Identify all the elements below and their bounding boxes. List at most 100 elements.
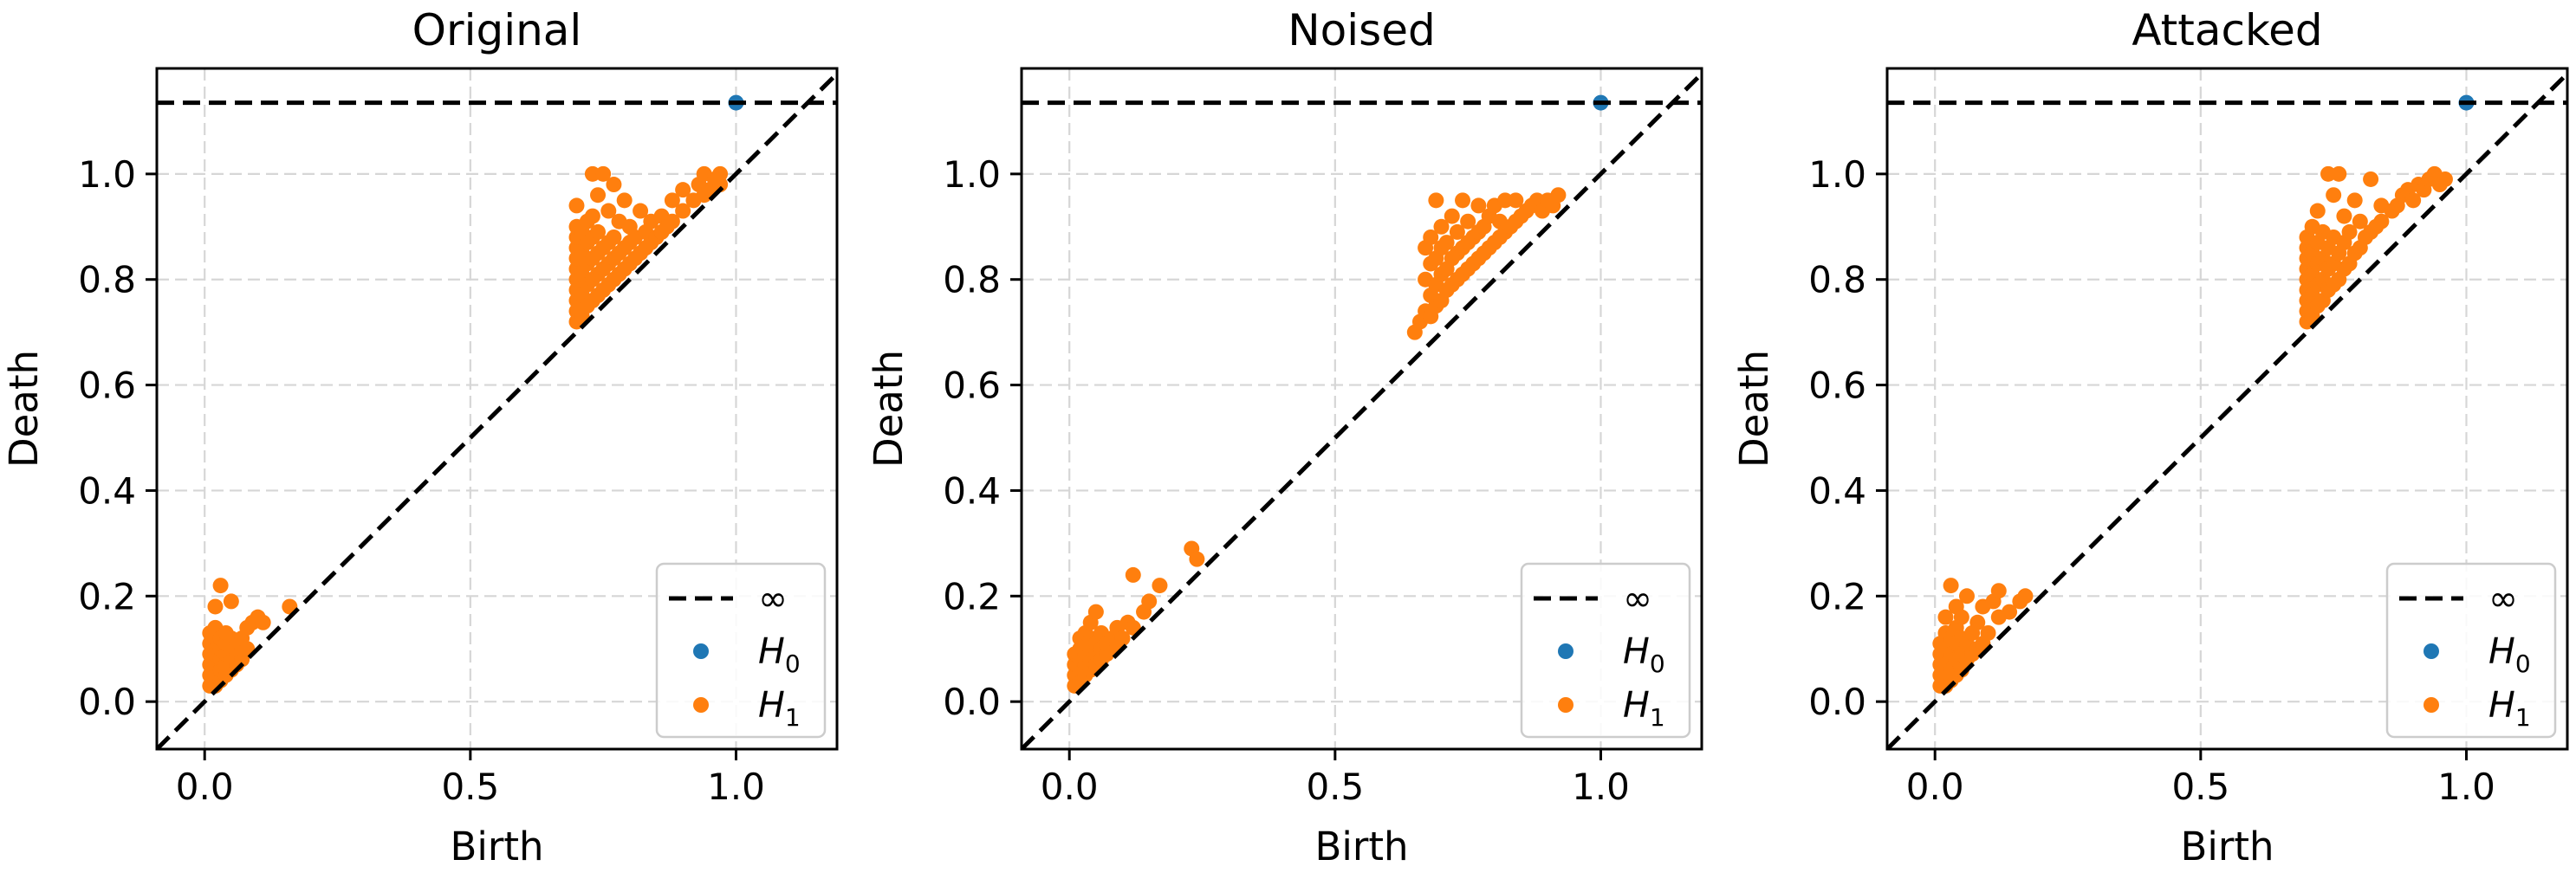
legend-box	[2385, 562, 2557, 739]
plot-area	[157, 70, 837, 749]
legend-label: H1	[1623, 684, 1665, 732]
h1-point	[664, 192, 680, 209]
h1-point	[1087, 604, 1104, 620]
h1-point	[675, 203, 691, 219]
h1-point	[600, 203, 617, 219]
legend: ∞ H0 H1	[2385, 562, 2557, 739]
h1-point	[595, 165, 612, 182]
legend-label: H1	[758, 684, 801, 732]
legend-label: ∞	[1623, 578, 1652, 619]
h1-point	[1125, 566, 1141, 583]
h1-point	[1958, 588, 1975, 604]
h1-point	[606, 229, 622, 245]
y-tick-label: 0.0	[78, 681, 136, 723]
h1-point	[2352, 213, 2368, 229]
plot-area	[1887, 70, 2567, 749]
h1-point	[1953, 609, 1969, 625]
circle-marker-icon	[2424, 643, 2439, 659]
y-axis-label: Death	[1731, 350, 1777, 468]
legend-label: ∞	[2488, 578, 2518, 619]
y-tick-label: 0.4	[78, 469, 136, 512]
y-tick-label: 0.8	[78, 259, 136, 301]
h1-point	[2341, 223, 2358, 240]
legend: ∞ H0 H1	[655, 562, 827, 739]
circle-marker-icon	[1558, 643, 1574, 659]
h1-point	[664, 213, 680, 229]
h1-point	[2331, 165, 2347, 182]
legend-box	[1520, 562, 1691, 739]
h1-point	[1937, 609, 1954, 625]
plot-area	[1022, 70, 1702, 749]
circle-marker-icon	[693, 643, 709, 659]
h1-point	[207, 598, 224, 615]
y-tick-label: 0.2	[943, 575, 1001, 617]
h1-point	[1433, 218, 1450, 235]
y-axis-label: Death	[1, 350, 47, 468]
h1-point	[1990, 609, 2007, 625]
x-tick-label: 0.5	[1306, 766, 1364, 808]
chart-panel-attacked: 0.0 0.5 1.0 0.0 0.2 0.4 0.6 0.8 1.0 Attacked Birth…	[1731, 5, 2569, 869]
x-tick-label: 0.0	[1041, 766, 1099, 808]
h1-point	[1189, 551, 1205, 567]
h1-point	[1470, 197, 1487, 214]
h1-point	[1449, 223, 1465, 240]
y-tick-label: 0.4	[943, 469, 1001, 512]
chart-title: Noised	[1288, 5, 1435, 55]
x-tick-label: 1.0	[2437, 766, 2495, 808]
x-axis-label: Birth	[2180, 824, 2274, 869]
x-axis-label: Birth	[450, 824, 543, 869]
h1-point	[212, 578, 229, 594]
h1-point	[1438, 235, 1455, 251]
h1-point	[606, 177, 622, 193]
h1-point	[2346, 192, 2363, 209]
h1-point	[1152, 578, 1168, 594]
x-tick-label: 0.5	[441, 766, 499, 808]
h1-point	[590, 223, 607, 240]
h1-point	[1444, 208, 1460, 224]
h1-point	[616, 192, 633, 209]
h1-point	[2436, 171, 2453, 187]
axes-frame	[1020, 67, 1703, 751]
h1-point	[1990, 583, 2007, 599]
h1-point	[2363, 171, 2379, 187]
x-tick-label: 0.5	[2171, 766, 2229, 808]
h1-point	[2017, 588, 2034, 604]
y-tick-label: 0.6	[943, 365, 1001, 407]
h1-point	[1980, 624, 1996, 641]
h1-point	[2405, 192, 2422, 209]
h1-point	[1508, 192, 1524, 209]
h1-point	[1455, 192, 1471, 209]
y-tick-label: 0.0	[1808, 681, 1866, 723]
x-tick-label: 0.0	[176, 766, 234, 808]
h1-point	[2309, 203, 2326, 219]
y-tick-label: 1.0	[943, 153, 1001, 196]
x-axis-label: Birth	[1314, 824, 1408, 869]
axes-frame	[1885, 67, 2569, 751]
y-tick-label: 1.0	[78, 153, 136, 196]
diagonal-line	[1022, 70, 1702, 749]
legend-label: H0	[1623, 630, 1665, 678]
h1-point	[675, 182, 691, 198]
circle-marker-icon	[1558, 697, 1574, 713]
h1-point	[1969, 614, 1986, 630]
h1-point	[1141, 593, 1158, 610]
legend-label: H0	[2488, 630, 2531, 678]
h1-point	[1114, 630, 1131, 647]
h1-point	[255, 614, 271, 630]
legend-label: H0	[758, 630, 801, 678]
h1-point	[1428, 192, 1444, 209]
h1-point	[584, 208, 600, 224]
circle-marker-icon	[693, 697, 709, 713]
diagonal-line	[157, 70, 837, 749]
h1-point	[1550, 187, 1567, 204]
y-axis-label: Death	[866, 350, 912, 468]
x-tick-label: 1.0	[1572, 766, 1630, 808]
chart-panel-noised: 0.0 0.5 1.0 0.0 0.2 0.4 0.6 0.8 1.0 Noised Birth De…	[866, 5, 1703, 869]
circle-marker-icon	[2424, 697, 2439, 713]
legend: ∞ H0 H1	[1520, 562, 1691, 739]
h1-point	[1943, 578, 1959, 594]
diagonal-line	[1887, 70, 2567, 749]
y-tick-label: 0.8	[1808, 259, 1866, 301]
chart-panel-original: 0.0 0.5 1.0 0.0 0.2 0.4 0.6 0.8 1.0 Original Birth…	[1, 5, 839, 869]
y-tick-label: 0.8	[943, 259, 1001, 301]
